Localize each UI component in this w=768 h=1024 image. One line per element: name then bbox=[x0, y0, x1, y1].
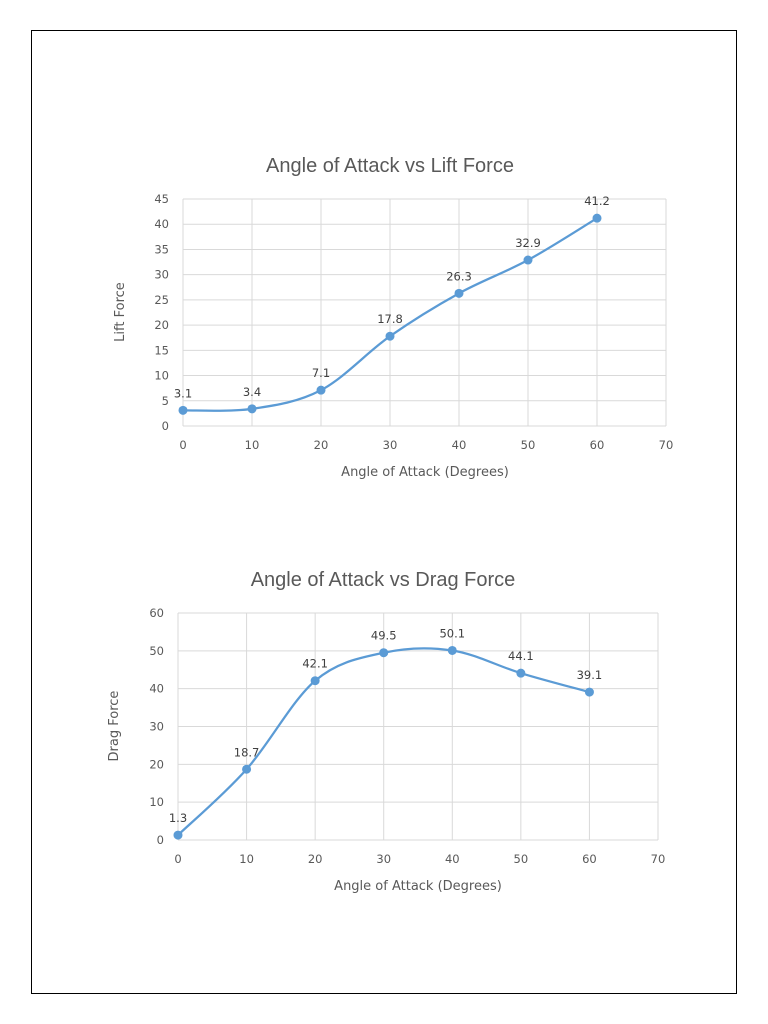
lift-x-tick-label: 40 bbox=[452, 438, 467, 452]
lift-y-tick-label: 20 bbox=[154, 318, 169, 332]
drag-chart-y-axis-label: Drag Force bbox=[107, 691, 122, 762]
lift-x-tick-label: 60 bbox=[590, 438, 605, 452]
lift-data-label: 32.9 bbox=[515, 236, 541, 250]
lift-y-tick-label: 30 bbox=[154, 268, 169, 282]
drag-y-tick-label: 40 bbox=[149, 682, 164, 696]
drag-x-tick-label: 60 bbox=[582, 852, 597, 866]
lift-chart-y-ticks: 0 5 10 15 20 25 30 35 40 45 bbox=[154, 192, 169, 433]
drag-data-label: 1.3 bbox=[169, 811, 187, 825]
lift-x-tick-label: 30 bbox=[383, 438, 398, 452]
lift-y-tick-label: 40 bbox=[154, 217, 169, 231]
lift-data-point bbox=[523, 255, 533, 265]
drag-series-points bbox=[173, 645, 594, 840]
drag-chart-title: Angle of Attack vs Drag Force bbox=[251, 569, 516, 591]
drag-data-point bbox=[584, 687, 594, 697]
lift-data-point bbox=[178, 405, 188, 415]
drag-x-tick-label: 20 bbox=[308, 852, 323, 866]
lift-data-point bbox=[316, 385, 326, 395]
drag-y-tick-label: 10 bbox=[149, 795, 164, 809]
drag-y-tick-label: 0 bbox=[157, 833, 164, 847]
drag-data-label: 49.5 bbox=[371, 629, 397, 643]
lift-x-tick-label: 70 bbox=[659, 438, 674, 452]
lift-y-tick-label: 5 bbox=[162, 394, 169, 408]
lift-y-tick-label: 0 bbox=[162, 419, 169, 433]
lift-chart-title: Angle of Attack vs Lift Force bbox=[266, 155, 514, 177]
lift-x-tick-label: 10 bbox=[245, 438, 260, 452]
lift-series-points bbox=[178, 213, 602, 415]
lift-data-point bbox=[454, 288, 464, 298]
lift-y-tick-label: 35 bbox=[154, 242, 169, 256]
drag-y-tick-label: 50 bbox=[149, 644, 164, 658]
drag-data-labels: 1.3 18.7 42.1 49.5 50.1 44.1 39.1 bbox=[169, 626, 602, 825]
drag-x-tick-label: 0 bbox=[174, 852, 181, 866]
lift-chart-x-axis-label: Angle of Attack (Degrees) bbox=[341, 465, 509, 480]
drag-data-label: 39.1 bbox=[577, 668, 603, 682]
lift-chart-y-axis-label: Lift Force bbox=[113, 282, 128, 342]
page-frame bbox=[31, 30, 737, 994]
drag-data-point bbox=[310, 676, 320, 686]
drag-data-point bbox=[379, 648, 389, 658]
drag-x-tick-label: 30 bbox=[376, 852, 391, 866]
lift-y-tick-label: 10 bbox=[154, 369, 169, 383]
lift-data-labels: 3.1 3.4 7.1 17.8 26.3 32.9 41.2 bbox=[174, 194, 610, 400]
drag-data-label: 42.1 bbox=[302, 657, 328, 671]
drag-chart-x-ticks: 0 10 20 30 40 50 60 70 bbox=[174, 852, 665, 866]
lift-data-point bbox=[592, 213, 602, 223]
drag-chart-y-ticks: 0 10 20 30 40 50 60 bbox=[149, 606, 164, 847]
lift-data-label: 26.3 bbox=[446, 269, 472, 283]
drag-data-point bbox=[173, 830, 183, 840]
lift-data-label: 3.1 bbox=[174, 386, 192, 400]
lift-x-tick-label: 50 bbox=[521, 438, 536, 452]
drag-data-point bbox=[447, 645, 457, 655]
lift-chart: Angle of Attack vs Lift Force 0 10 20 30 40 5… bbox=[113, 155, 673, 480]
lift-x-tick-label: 20 bbox=[314, 438, 329, 452]
drag-x-tick-label: 70 bbox=[651, 852, 666, 866]
lift-x-tick-label: 0 bbox=[179, 438, 186, 452]
lift-y-tick-label: 25 bbox=[154, 293, 169, 307]
lift-data-point bbox=[247, 404, 257, 414]
lift-data-label: 7.1 bbox=[312, 366, 330, 380]
lift-data-label: 41.2 bbox=[584, 194, 610, 208]
drag-x-tick-label: 50 bbox=[514, 852, 529, 866]
drag-x-tick-label: 10 bbox=[239, 852, 254, 866]
lift-data-label: 17.8 bbox=[377, 312, 403, 326]
lift-chart-x-ticks: 0 10 20 30 40 50 60 70 bbox=[179, 438, 673, 452]
lift-y-tick-label: 45 bbox=[154, 192, 169, 206]
drag-y-tick-label: 20 bbox=[149, 757, 164, 771]
drag-data-label: 44.1 bbox=[508, 649, 534, 663]
drag-chart: Angle of Attack vs Drag Force 0 10 20 30 40 5… bbox=[107, 569, 665, 894]
drag-y-tick-label: 30 bbox=[149, 720, 164, 734]
drag-chart-x-axis-label: Angle of Attack (Degrees) bbox=[334, 879, 502, 894]
drag-x-tick-label: 40 bbox=[445, 852, 460, 866]
lift-data-point bbox=[385, 331, 395, 341]
drag-data-point bbox=[242, 764, 252, 774]
drag-data-label: 18.7 bbox=[234, 745, 260, 759]
drag-chart-grid bbox=[177, 612, 659, 841]
drag-data-point bbox=[516, 668, 526, 678]
lift-y-tick-label: 15 bbox=[154, 343, 169, 357]
lift-data-label: 3.4 bbox=[243, 385, 261, 399]
drag-y-tick-label: 60 bbox=[149, 606, 164, 620]
drag-data-label: 50.1 bbox=[439, 626, 465, 640]
